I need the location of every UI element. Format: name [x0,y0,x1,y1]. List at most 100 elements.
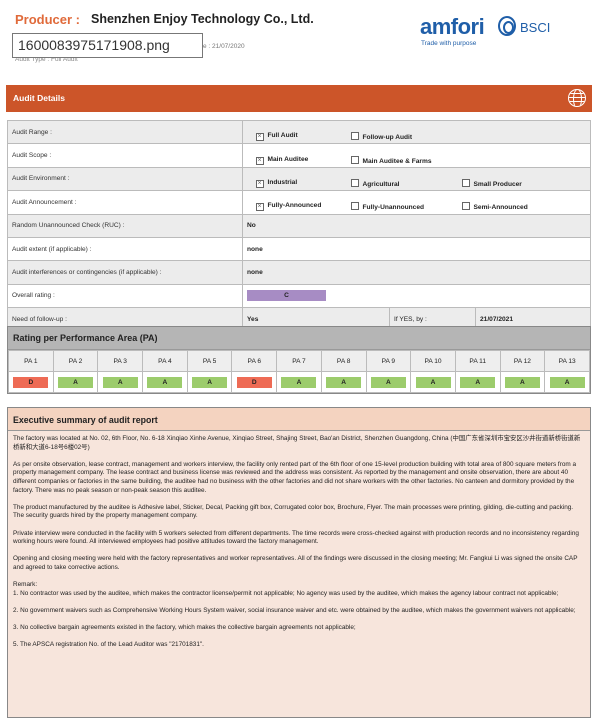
pa-rating-badge: A [415,376,451,388]
option-main-auditee-farms[interactable]: Main Auditee & Farms [350,155,432,165]
pa-title: Rating per Performance Area (PA) [8,327,590,350]
option-small-producer[interactable]: Small Producer [461,178,522,188]
checked-checkbox-icon[interactable]: × [255,156,264,165]
checkbox-icon[interactable] [350,132,359,141]
pa-rating-badge: A [326,376,362,388]
option-fully-announced[interactable]: × Fully-Announced [255,202,322,212]
pa-header: PA 8 [320,350,367,372]
checkbox-icon[interactable] [350,178,359,187]
option-fully-unannounced[interactable]: Fully-Unannounced [350,202,425,212]
pa-header: PA 1 [8,350,54,372]
row-options: × Fully-Announced Fully-Unannounced Semi-An… [242,190,591,215]
pa-rating-section: Rating per Performance Area (PA) PA 1 PA … [7,326,591,394]
row-label: Audit Environment : [7,166,243,192]
pa-header: PA 9 [365,350,412,372]
audit-details-table: Audit Range : × Full Audit Follow-up Audit A… [7,119,591,332]
pa-rating-cell: A [454,371,501,393]
pa-header: PA 7 [276,350,322,372]
summary-paragraph: As per onsite observation, lease contrac… [13,460,577,494]
option-label: Small Producer [473,180,522,188]
option-label: Fully-Unannounced [362,204,425,212]
summary-paragraph: The factory was located at No. 02, 6th F… [13,435,581,451]
checkbox-icon[interactable] [461,202,470,211]
remark-item: 5. The APSCA registration No. of the Lea… [13,641,204,649]
pa-rating-badge: A [281,376,317,388]
company-name: Shenzhen Enjoy Technology Co., Ltd. [91,12,314,26]
overall-rating-badge: C [247,290,326,302]
row-value: No [242,213,591,238]
option-label: Main Auditee & Farms [362,157,432,165]
pa-rating-badge: A [370,376,406,388]
row-scope: Audit Scope : × Main Auditee Main Auditee &… [7,143,591,168]
option-semi-announced[interactable]: Semi-Announced [461,202,528,212]
option-label: Fully-Announced [267,202,322,210]
section-title: Audit Details [13,93,65,103]
pa-rating-cell: A [499,371,546,393]
row-value: none [242,236,591,262]
globe-icon [568,89,586,107]
pa-header: PA 4 [142,350,188,372]
pa-rating-cell: A [97,371,144,393]
pa-rating-cell: A [410,371,456,393]
logo-ring-icon [498,16,516,36]
executive-summary: Executive summary of audit report The fa… [7,407,591,718]
pa-header: PA 12 [499,350,546,372]
row-interferences: Audit interferences or contingencies (if… [7,260,591,285]
row-ruc: Random Unannounced Check (RUC) : No [7,213,591,238]
pa-rating-cell: A [365,371,412,393]
row-label: Overall rating : [7,283,243,309]
logo-wordmark: amfori [420,14,485,39]
pa-rating-badge: A [460,376,496,388]
pa-rating-cell: A [142,371,188,393]
row-label: Random Unannounced Check (RUC) : [7,213,243,238]
row-extent: Audit extent (if applicable) : none [7,236,591,262]
checkbox-icon[interactable] [350,202,359,211]
option-label: Industrial [267,178,298,186]
checked-checkbox-icon[interactable]: × [255,203,264,212]
logo-suffix: BSCI [520,20,551,35]
option-follow-up-audit[interactable]: Follow-up Audit [350,132,412,141]
summary-paragraph: The product manufactured by the auditee … [13,503,574,520]
checked-checkbox-icon[interactable]: × [255,133,264,142]
row-options: × Industrial Agricultural Small Producer [242,166,591,192]
checked-checkbox-icon[interactable]: × [255,179,264,188]
filename-tooltip: 1600083975171908.png [12,33,203,58]
pa-rating-cell: D [231,371,278,393]
row-value: none [242,260,591,285]
option-industrial[interactable]: × Industrial [255,178,298,188]
pa-header: PA 11 [454,350,501,372]
row-options: × Main Auditee Main Auditee & Farms [242,143,591,168]
pa-rating-badge: A [102,376,138,388]
pa-rating-badge: D [13,376,49,388]
option-full-audit[interactable]: × Full Audit [255,132,298,142]
pa-header: PA 10 [410,350,456,372]
checkbox-icon[interactable] [350,155,359,164]
remark-item: 3. No collective bargain agreements exis… [13,624,356,632]
pa-rating-cell: A [186,371,233,393]
row-options: × Full Audit Follow-up Audit [242,119,591,145]
remark-item: 2. No government waivers such as Compreh… [13,606,576,614]
producer-label: Producer : [15,12,81,27]
pa-header: PA 6 [231,350,278,372]
row-announcement: Audit Announcement : × Fully-Announced Full… [7,190,591,215]
row-range: Audit Range : × Full Audit Follow-up Audit [7,119,591,145]
option-agricultural[interactable]: Agricultural [350,178,400,188]
pa-rating-cell: A [52,371,99,393]
option-label: Full Audit [267,132,298,140]
amfori-bsci-logo: amfori BSCI Trade with purpose [420,14,560,50]
summary-paragraph: Opening and closing meeting were held wi… [13,555,578,571]
option-label: Semi-Announced [473,204,528,212]
remark-item: 1. No contractor was used by the auditee… [13,589,559,597]
summary-paragraph: Private interview were conducted in the … [13,529,579,546]
row-overall-rating: Overall rating : C [7,283,591,309]
checkbox-icon[interactable] [461,178,470,187]
audit-date: e : 21/07/2020 [203,43,245,50]
row-label: Audit Range : [7,119,243,145]
pa-header: PA 3 [97,350,144,372]
row-label: Audit interferences or contingencies (if… [7,260,243,285]
remark-label: Remark: [13,581,38,589]
pa-rating-badge: A [192,376,228,388]
pa-header: PA 5 [186,350,233,372]
pa-rating-badge: A [549,376,585,388]
option-main-auditee[interactable]: × Main Auditee [255,156,308,165]
